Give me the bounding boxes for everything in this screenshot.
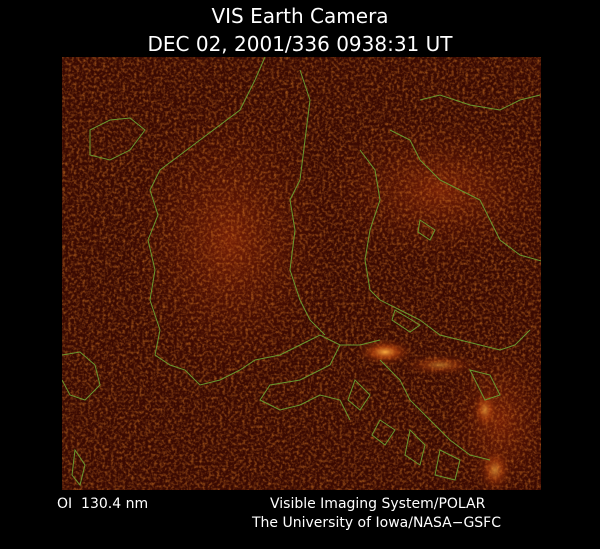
filter-label: OI 130.4 nm <box>57 496 148 512</box>
camera-image <box>62 57 541 490</box>
instrument-label: Visible Imaging System/POLAR <box>270 496 486 512</box>
title: VIS Earth Camera <box>211 4 388 28</box>
institution-label: The University of Iowa/NASA−GSFC <box>251 515 501 531</box>
coastlines <box>62 57 541 487</box>
timestamp: DEC 02, 2001/336 0938:31 UT <box>148 32 454 56</box>
